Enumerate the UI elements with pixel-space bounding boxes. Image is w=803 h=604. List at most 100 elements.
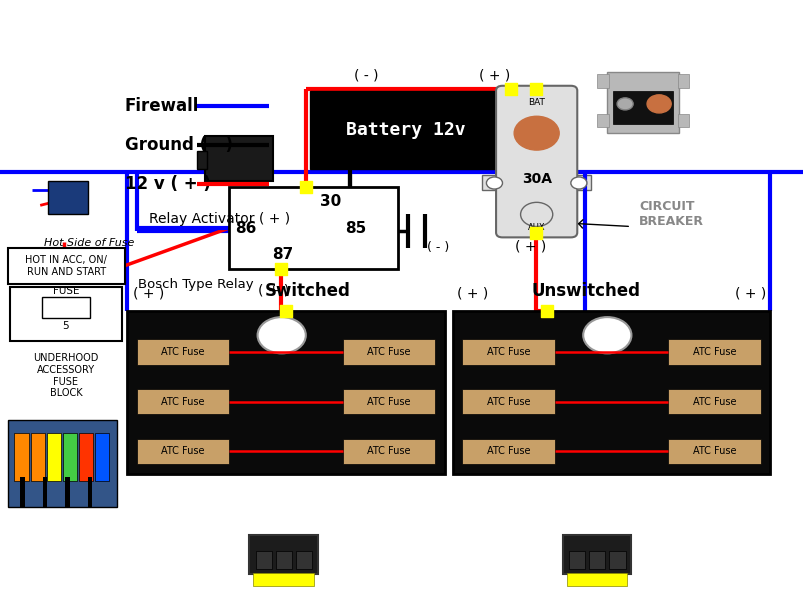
Bar — [462, 439, 554, 464]
Text: 30: 30 — [320, 194, 340, 210]
Bar — [309, 91, 502, 169]
Text: Ground ( - ): Ground ( - ) — [124, 136, 232, 154]
Circle shape — [617, 98, 633, 110]
Bar — [137, 339, 229, 365]
Text: ( + ): ( + ) — [515, 239, 545, 254]
Text: ATC Fuse: ATC Fuse — [161, 397, 205, 406]
Bar — [47, 433, 61, 481]
Circle shape — [520, 202, 552, 226]
Bar — [10, 287, 122, 341]
Bar — [609, 551, 625, 569]
Bar — [569, 551, 585, 569]
Point — [540, 306, 552, 316]
Bar — [562, 535, 630, 574]
Text: ATC Fuse: ATC Fuse — [691, 347, 736, 357]
Bar — [667, 389, 760, 414]
Text: ATC Fuse: ATC Fuse — [366, 347, 410, 357]
Bar — [229, 187, 397, 269]
Bar — [205, 136, 273, 181]
Text: 85: 85 — [344, 220, 366, 236]
Bar — [597, 114, 608, 127]
Bar — [137, 439, 229, 464]
Point — [504, 85, 517, 94]
Text: ATC Fuse: ATC Fuse — [161, 347, 205, 357]
Text: ( + ): ( + ) — [133, 286, 164, 300]
Circle shape — [582, 317, 630, 353]
Bar — [43, 477, 47, 507]
Bar — [65, 477, 70, 507]
Text: Relay Activator ( + ): Relay Activator ( + ) — [149, 212, 290, 226]
Bar — [14, 433, 29, 481]
Text: ATC Fuse: ATC Fuse — [486, 347, 530, 357]
Text: CIRCUIT
BREAKER: CIRCUIT BREAKER — [638, 201, 703, 228]
Text: ( + ): ( + ) — [258, 284, 288, 298]
Text: ( - ): ( - ) — [426, 241, 449, 254]
Text: ATC Fuse: ATC Fuse — [161, 446, 205, 456]
Bar — [95, 433, 109, 481]
Text: Firewall: Firewall — [124, 97, 199, 115]
Bar — [48, 181, 88, 214]
Text: ( + ): ( + ) — [457, 286, 487, 300]
Bar — [452, 311, 769, 474]
Bar — [63, 433, 77, 481]
Text: AUX: AUX — [528, 223, 544, 232]
Circle shape — [646, 95, 671, 113]
Text: ATC Fuse: ATC Fuse — [486, 446, 530, 456]
Text: ATC Fuse: ATC Fuse — [366, 446, 410, 456]
Text: 86: 86 — [235, 220, 256, 236]
Bar — [275, 551, 291, 569]
Text: 30A: 30A — [521, 172, 551, 185]
Circle shape — [257, 317, 305, 353]
Bar — [127, 311, 444, 474]
Bar — [79, 433, 93, 481]
Bar — [462, 389, 554, 414]
Text: 5: 5 — [63, 321, 69, 330]
Bar — [137, 389, 229, 414]
Point — [279, 306, 292, 316]
Point — [529, 85, 542, 94]
Bar — [8, 248, 124, 284]
Text: ( + ): ( + ) — [734, 286, 764, 300]
Text: FUSE: FUSE — [53, 286, 79, 295]
Bar — [197, 151, 206, 169]
Bar — [667, 339, 760, 365]
Bar — [249, 535, 317, 574]
Bar — [42, 297, 90, 318]
Bar — [342, 389, 434, 414]
Text: Unswitched: Unswitched — [531, 282, 640, 300]
Bar — [566, 573, 626, 586]
Text: ATC Fuse: ATC Fuse — [366, 397, 410, 406]
Bar — [88, 477, 92, 507]
Text: ( - ): ( - ) — [353, 68, 377, 83]
Text: 87: 87 — [272, 246, 293, 262]
Bar — [589, 551, 605, 569]
Bar — [342, 439, 434, 464]
Bar — [613, 91, 672, 124]
Bar — [296, 551, 312, 569]
Text: BAT: BAT — [528, 98, 544, 107]
Point — [529, 228, 542, 237]
Bar — [20, 477, 25, 507]
Circle shape — [486, 177, 502, 189]
Bar — [462, 339, 554, 365]
Bar — [606, 72, 679, 133]
Text: ATC Fuse: ATC Fuse — [691, 446, 736, 456]
Text: Switched: Switched — [265, 282, 351, 300]
Point — [299, 182, 312, 192]
Bar — [31, 433, 45, 481]
Bar — [8, 420, 116, 507]
Circle shape — [514, 117, 559, 150]
Point — [275, 264, 287, 274]
Bar — [342, 339, 434, 365]
Text: Hot Side of Fuse: Hot Side of Fuse — [44, 238, 134, 248]
Circle shape — [570, 177, 586, 189]
Bar — [253, 573, 313, 586]
FancyBboxPatch shape — [495, 86, 577, 237]
Bar — [667, 439, 760, 464]
Text: Bosch Type Relay: Bosch Type Relay — [138, 278, 254, 291]
Bar — [597, 74, 608, 88]
Text: HOT IN ACC, ON/
RUN AND START: HOT IN ACC, ON/ RUN AND START — [26, 255, 107, 277]
Bar — [677, 114, 688, 127]
Text: ATC Fuse: ATC Fuse — [486, 397, 530, 406]
Text: ATC Fuse: ATC Fuse — [691, 397, 736, 406]
